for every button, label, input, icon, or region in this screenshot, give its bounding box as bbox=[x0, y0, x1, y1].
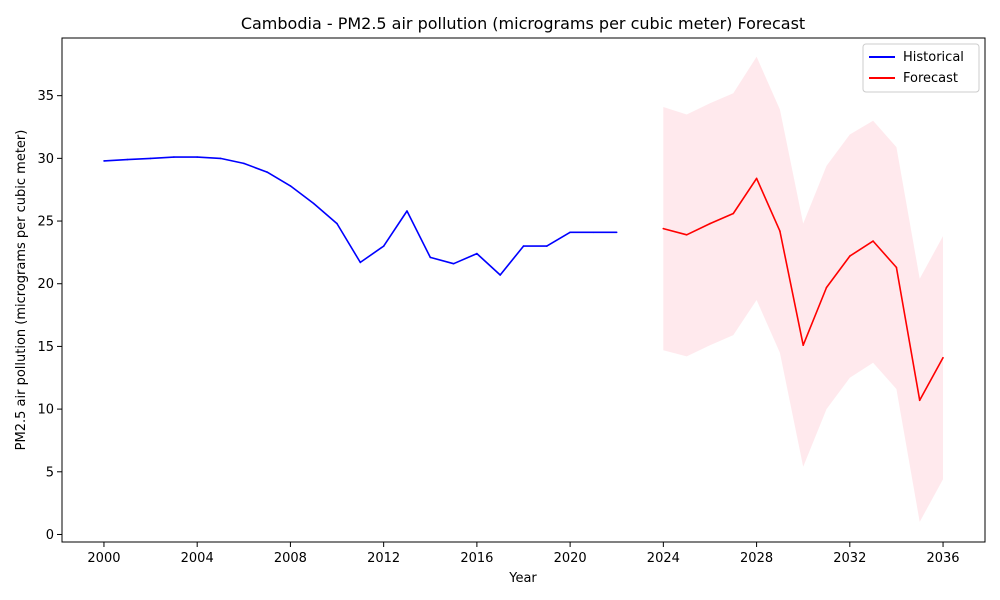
y-tick-label: 5 bbox=[46, 465, 54, 480]
x-tick-label: 2016 bbox=[460, 551, 493, 566]
data-point-historical bbox=[522, 245, 525, 247]
data-point-historical bbox=[592, 231, 595, 234]
x-tick-label: 2008 bbox=[274, 551, 307, 566]
data-point-historical bbox=[219, 157, 222, 160]
data-point-historical bbox=[546, 245, 548, 247]
y-tick-label: 35 bbox=[37, 89, 54, 104]
legend-historical-label: Historical bbox=[903, 50, 964, 65]
y-tick-label: 10 bbox=[37, 403, 54, 418]
plot-area bbox=[103, 56, 944, 522]
data-point-historical bbox=[452, 262, 455, 265]
data-point-forecast bbox=[849, 255, 851, 257]
data-point-historical bbox=[289, 185, 292, 187]
data-point-forecast bbox=[779, 230, 781, 232]
x-tick-label: 2028 bbox=[740, 551, 773, 566]
data-point-forecast bbox=[802, 344, 804, 347]
y-axis-label: PM2.5 air pollution (micrograms per cubi… bbox=[14, 130, 29, 451]
y-axis: 0 5 10 15 20 25 30 35 bbox=[37, 89, 62, 543]
y-tick-label: 30 bbox=[37, 152, 54, 167]
data-point-historical bbox=[429, 256, 432, 259]
x-tick-label: 2004 bbox=[181, 551, 214, 566]
legend-forecast-label: Forecast bbox=[903, 71, 958, 86]
data-point-forecast bbox=[755, 177, 758, 180]
legend: Historical Forecast bbox=[862, 43, 980, 93]
data-point-historical bbox=[103, 160, 105, 162]
data-point-historical bbox=[336, 222, 338, 225]
data-point-forecast bbox=[942, 356, 944, 359]
data-point-forecast bbox=[732, 212, 735, 215]
data-point-historical bbox=[243, 162, 245, 165]
data-point-historical bbox=[406, 210, 408, 212]
data-point-historical bbox=[499, 274, 502, 276]
data-point-forecast bbox=[872, 240, 874, 242]
x-axis: 2000 2004 2008 2012 2016 2020 2024 2028 2032 2036 bbox=[87, 542, 960, 566]
data-point-forecast bbox=[662, 227, 665, 230]
y-tick-label: 0 bbox=[46, 528, 54, 543]
x-axis-label: Year bbox=[508, 571, 537, 586]
data-point-historical bbox=[359, 261, 362, 264]
x-tick-label: 2024 bbox=[647, 551, 680, 566]
x-tick-label: 2000 bbox=[87, 551, 120, 566]
x-tick-label: 2036 bbox=[926, 551, 959, 566]
data-point-forecast bbox=[895, 266, 898, 269]
data-point-historical bbox=[569, 231, 571, 234]
x-tick-label: 2012 bbox=[367, 551, 400, 566]
data-point-historical bbox=[476, 252, 478, 255]
plot-frame bbox=[61, 37, 986, 543]
y-tick-label: 25 bbox=[37, 215, 54, 230]
data-point-forecast bbox=[918, 399, 921, 402]
x-tick-label: 2020 bbox=[554, 551, 587, 566]
data-point-historical bbox=[196, 156, 198, 158]
y-tick-label: 15 bbox=[37, 340, 54, 355]
series-line-historical bbox=[103, 156, 617, 276]
y-tick-label: 20 bbox=[37, 277, 54, 292]
data-point-historical bbox=[173, 156, 175, 158]
data-point-historical bbox=[312, 202, 315, 205]
x-tick-label: 2032 bbox=[833, 551, 866, 566]
data-point-historical bbox=[126, 158, 129, 161]
data-point-historical bbox=[149, 157, 152, 160]
data-point-forecast bbox=[685, 234, 688, 236]
data-point-forecast bbox=[825, 286, 828, 289]
forecast-confidence-band bbox=[663, 56, 943, 522]
data-point-forecast bbox=[709, 222, 711, 225]
data-point-historical bbox=[266, 171, 268, 173]
chart-title: Cambodia - PM2.5 air pollution (microgra… bbox=[241, 14, 805, 33]
data-point-historical bbox=[615, 231, 618, 234]
data-point-historical bbox=[382, 245, 385, 247]
